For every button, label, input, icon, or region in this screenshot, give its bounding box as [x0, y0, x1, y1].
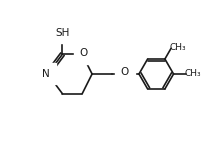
Text: O: O	[121, 67, 129, 77]
Text: SH: SH	[55, 28, 70, 38]
Text: CH₃: CH₃	[184, 69, 201, 78]
Text: O: O	[79, 48, 88, 58]
Text: CH₃: CH₃	[170, 43, 186, 52]
Text: N: N	[42, 69, 50, 79]
